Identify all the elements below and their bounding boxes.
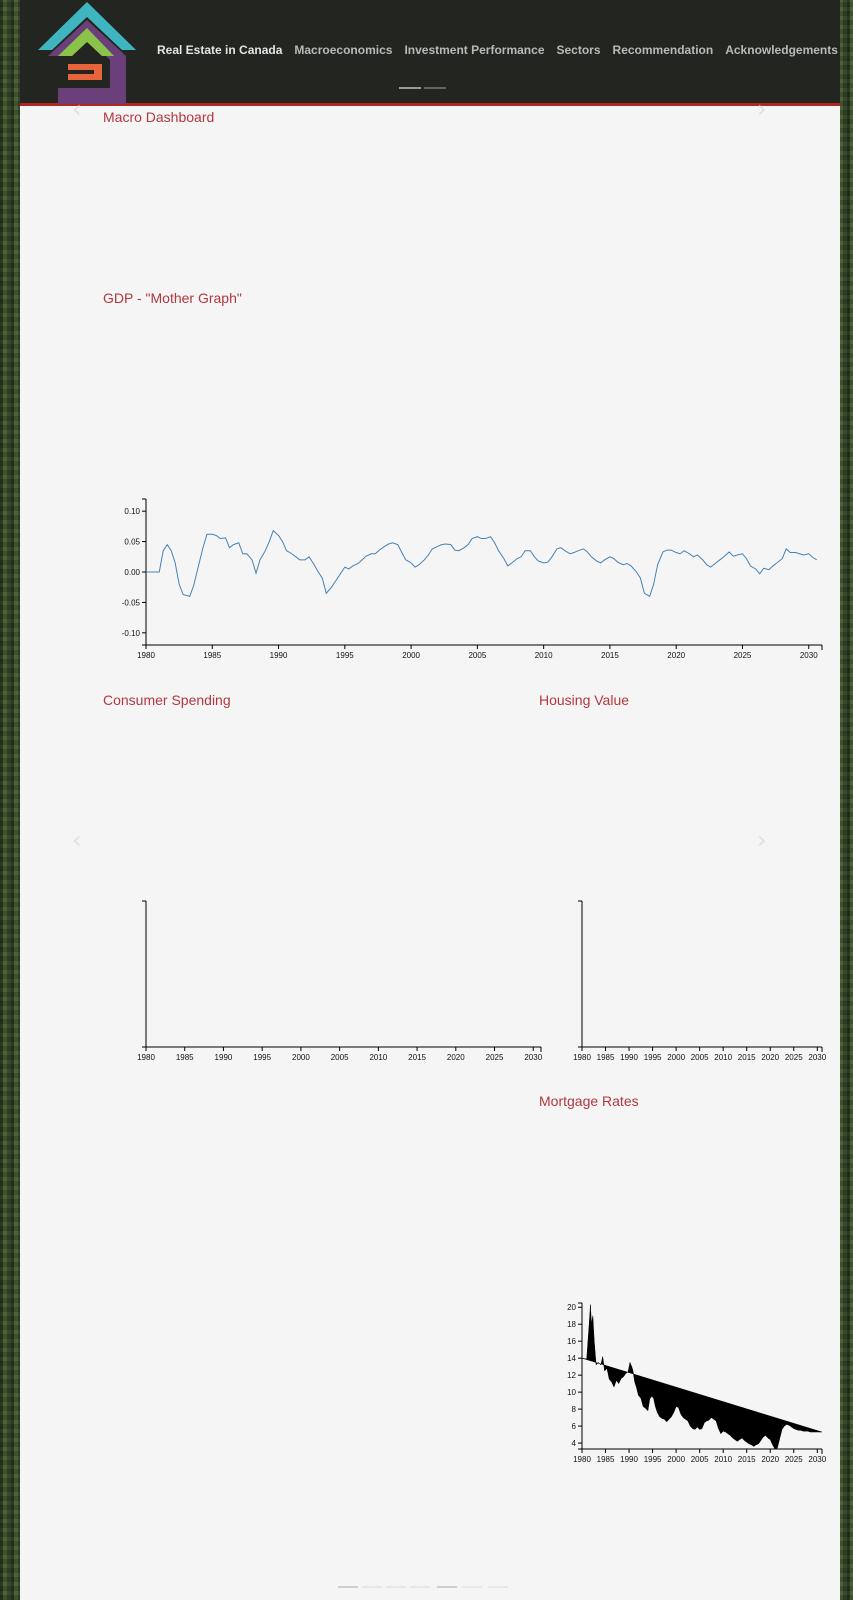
- bottom-indicator-4[interactable]: [410, 1586, 430, 1588]
- carousel-next-icon[interactable]: ›: [757, 826, 767, 854]
- nav-item-sectors[interactable]: Sectors: [556, 43, 601, 57]
- house-logo-icon[interactable]: [28, 0, 138, 104]
- nav-item-recommendation[interactable]: Recommendation: [612, 43, 714, 57]
- bottom-indicator-7[interactable]: [488, 1586, 508, 1588]
- consumer-spending-title: Consumer Spending: [103, 692, 231, 708]
- bottom-indicator-6[interactable]: [462, 1586, 482, 1588]
- gdp-title: GDP - "Mother Graph": [103, 290, 242, 306]
- bottom-indicator-3[interactable]: [386, 1586, 406, 1588]
- nav-item-macroeconomics[interactable]: Macroeconomics: [294, 43, 393, 57]
- main-nav: Real Estate in Canada Macroeconomics Inves…: [157, 43, 838, 57]
- bottom-indicator-2[interactable]: [362, 1586, 382, 1588]
- slide-indicator-2[interactable]: [424, 87, 446, 89]
- carousel-prev-icon[interactable]: ‹: [72, 826, 82, 854]
- carousel-prev-top-icon[interactable]: ‹: [72, 95, 82, 123]
- top-navbar: Real Estate in Canada Macroeconomics Inves…: [20, 0, 840, 106]
- nav-item-investment-performance[interactable]: Investment Performance: [404, 43, 545, 57]
- nav-item-acknowledgements[interactable]: Acknowledgements: [725, 43, 838, 57]
- bottom-indicator-1[interactable]: [338, 1586, 358, 1588]
- macro-dashboard-title: Macro Dashboard: [103, 109, 215, 125]
- carousel-next-top-icon[interactable]: ›: [757, 95, 767, 123]
- housing-value-title: Housing Value: [539, 692, 630, 708]
- nav-item-real-estate-in-canada[interactable]: Real Estate in Canada: [157, 43, 283, 57]
- bottom-indicator-5[interactable]: [437, 1586, 457, 1588]
- slide-indicator-1[interactable]: [399, 87, 421, 89]
- content-panel: [20, 0, 840, 1600]
- mortgage-rates-title: Mortgage Rates: [539, 1093, 639, 1109]
